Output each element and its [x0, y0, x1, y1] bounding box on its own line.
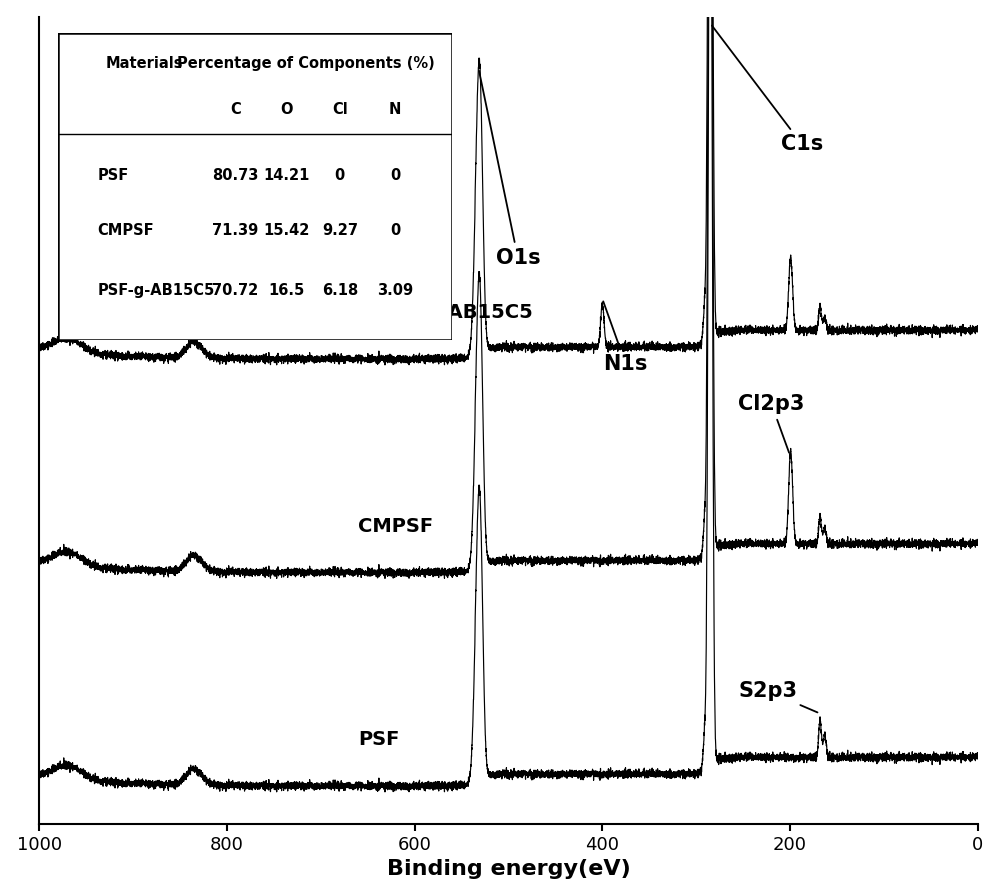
Text: S2p3: S2p3 [738, 681, 817, 712]
Text: N1s: N1s [603, 301, 648, 375]
Text: Cl2p3: Cl2p3 [738, 394, 805, 452]
Text: PSF-g-AB15C5: PSF-g-AB15C5 [377, 303, 533, 323]
X-axis label: Binding energy(eV): Binding energy(eV) [387, 859, 630, 879]
Text: CMPSF: CMPSF [358, 517, 433, 536]
Text: C1s: C1s [712, 26, 823, 154]
Text: PSF: PSF [358, 730, 400, 749]
Text: O1s: O1s [479, 71, 540, 268]
